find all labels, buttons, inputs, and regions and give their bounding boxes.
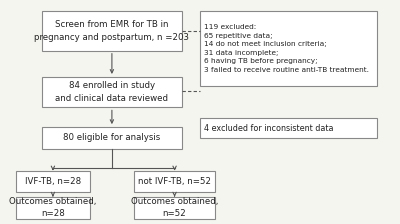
FancyBboxPatch shape xyxy=(134,171,215,192)
Text: Screen from EMR for TB in
pregnancy and postpartum, n =203: Screen from EMR for TB in pregnancy and … xyxy=(34,20,190,42)
FancyBboxPatch shape xyxy=(200,11,377,86)
FancyBboxPatch shape xyxy=(42,11,182,51)
FancyBboxPatch shape xyxy=(16,171,90,192)
Text: 84 enrolled in study
and clinical data reviewed: 84 enrolled in study and clinical data r… xyxy=(56,82,168,103)
Text: IVF-TB, n=28: IVF-TB, n=28 xyxy=(25,177,81,186)
Text: Outcomes obtained,
n=52: Outcomes obtained, n=52 xyxy=(131,197,218,218)
Text: 80 eligible for analysis: 80 eligible for analysis xyxy=(63,134,160,142)
Text: Outcomes obtained,
n=28: Outcomes obtained, n=28 xyxy=(9,197,97,218)
FancyBboxPatch shape xyxy=(42,77,182,108)
FancyBboxPatch shape xyxy=(200,118,377,138)
FancyBboxPatch shape xyxy=(16,197,90,219)
Text: not IVF-TB, n=52: not IVF-TB, n=52 xyxy=(138,177,211,186)
FancyBboxPatch shape xyxy=(42,127,182,149)
Text: 4 excluded for inconsistent data: 4 excluded for inconsistent data xyxy=(204,124,334,133)
Text: 119 excluded:
65 repetitive data;
14 do not meet inclusion criteria;
31 data inc: 119 excluded: 65 repetitive data; 14 do … xyxy=(204,24,369,73)
FancyBboxPatch shape xyxy=(134,197,215,219)
